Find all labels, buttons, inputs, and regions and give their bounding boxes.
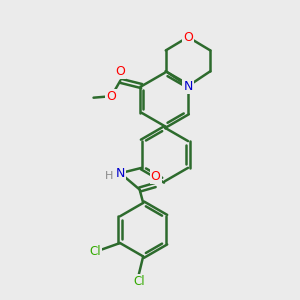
Text: O: O (151, 170, 160, 183)
Text: O: O (106, 90, 116, 103)
Text: Cl: Cl (134, 275, 145, 288)
Text: H: H (105, 171, 113, 181)
Text: N: N (183, 80, 193, 93)
Text: O: O (115, 65, 124, 78)
Text: O: O (183, 31, 193, 44)
Text: Cl: Cl (89, 244, 101, 258)
Text: N: N (116, 167, 125, 180)
